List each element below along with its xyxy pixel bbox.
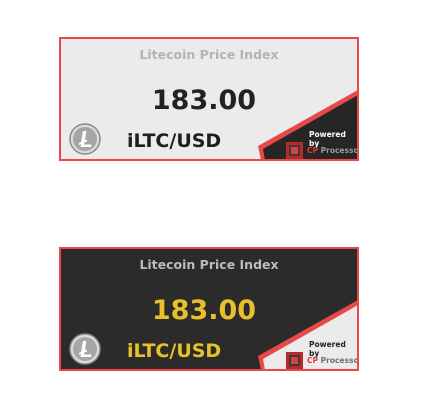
currency-pair: iLTC/USD: [127, 340, 222, 362]
powered-by-label: Powered by: [309, 340, 346, 358]
brand-suffix: Processor: [320, 146, 359, 155]
currency-pair: iLTC/USD: [127, 130, 222, 152]
price-widget-dark: Litecoin Price Index 183.00 iLTC/USD Pow…: [59, 247, 359, 371]
price-value: 183.00: [151, 85, 257, 116]
brand-prefix: CP: [307, 356, 319, 365]
widget-title: Litecoin Price Index: [139, 47, 279, 62]
brand-prefix: CP: [307, 146, 319, 155]
price-widget-light: Litecoin Price Index 183.00 iLTC/USD Pow…: [59, 37, 359, 161]
powered-by-label: Powered by: [309, 130, 346, 148]
cp-processor-brand: CP Processor: [307, 146, 359, 155]
cp-processor-logo-icon: [286, 352, 303, 369]
litecoin-icon: [69, 123, 101, 155]
price-value: 183.00: [151, 295, 257, 326]
cp-processor-brand: CP Processor: [307, 356, 359, 365]
litecoin-icon: [69, 333, 101, 365]
brand-suffix: Processor: [320, 356, 359, 365]
cp-processor-logo-icon: [286, 142, 303, 159]
widget-title: Litecoin Price Index: [139, 257, 279, 272]
